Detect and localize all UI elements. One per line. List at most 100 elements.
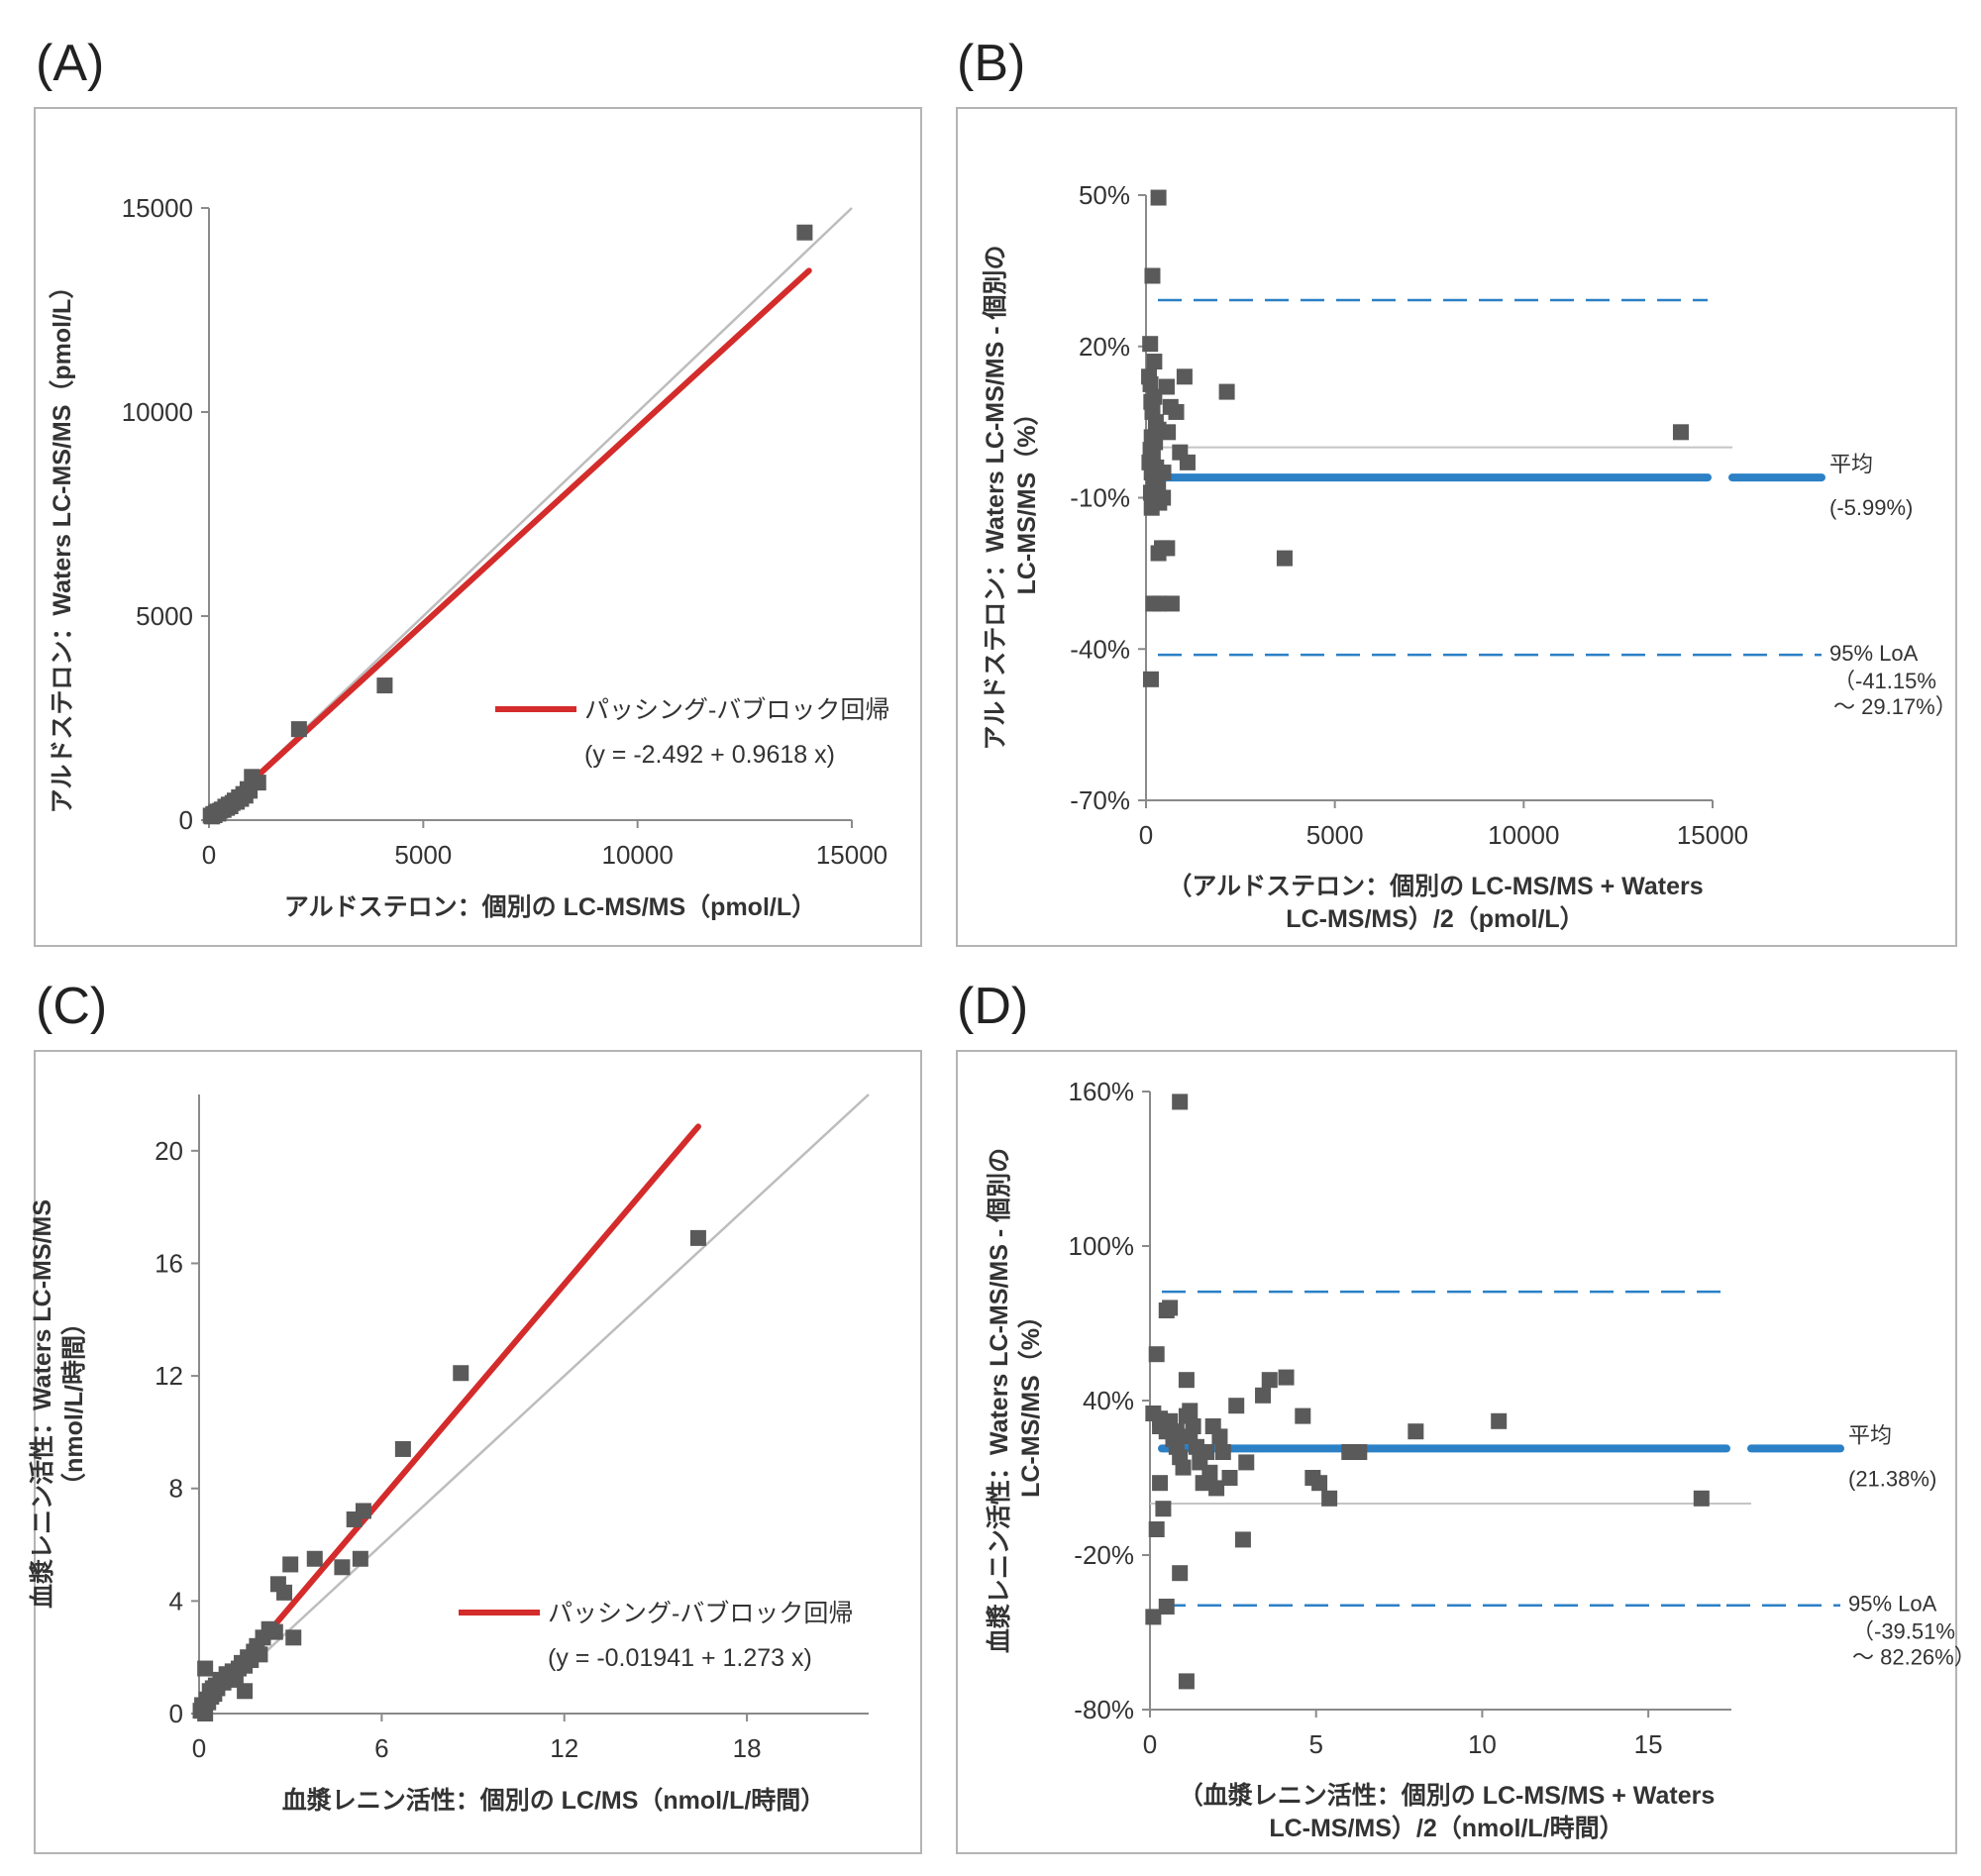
panel-c-x-tick-label: 0 xyxy=(192,1733,206,1763)
panel-c-identity-line xyxy=(198,1094,870,1715)
panel-b-y-tick-label: 20% xyxy=(1079,332,1130,362)
panel-c-data-point xyxy=(282,1556,299,1573)
panel-d-data-point xyxy=(1211,1428,1228,1445)
panel-b-y-tick-label: -40% xyxy=(1070,634,1130,664)
panel-c-x-axis-label: 血漿レニン活性：個別の LC/MS（nmol/L/時間） xyxy=(282,1786,826,1815)
panel-frame-a xyxy=(34,107,922,947)
panel-b-y-tick-label: -10% xyxy=(1070,483,1130,513)
panel-d-data-point xyxy=(1234,1531,1251,1548)
panel-d-x-axis-label-line: LC-MS/MS）/2（nmol/L/時間） xyxy=(1269,1814,1623,1842)
panel-d-data-point xyxy=(1351,1444,1368,1460)
panel-b-data-point xyxy=(1144,267,1161,284)
panel-d-x-axis-label-line: （血漿レニン活性：個別の LC-MS/MS + Waters xyxy=(1179,1781,1715,1810)
panel-d-data-point xyxy=(1491,1412,1508,1429)
panel-letter-c: (C) xyxy=(36,978,108,1035)
panel-c-data-point xyxy=(197,1660,214,1677)
panel-b-x-tick-label: 5000 xyxy=(1306,820,1364,850)
panel-d-data-point xyxy=(1148,1346,1165,1363)
panel-d-data-point xyxy=(1408,1423,1424,1440)
panel-c-y-axis-label-line: 血漿レニン活性：Waters LC-MS/MS xyxy=(29,1199,56,1609)
panel-d-data-point xyxy=(1261,1372,1278,1389)
panel-a-legend-equation: (y = -2.492 + 0.9618 x) xyxy=(584,741,835,769)
panel-d-data-point xyxy=(1162,1300,1179,1316)
panel-d-y-tick-label: 100% xyxy=(1069,1231,1135,1261)
panel-d-data-point xyxy=(1228,1398,1245,1414)
panel-a-y-tick-label: 5000 xyxy=(136,601,193,631)
panel-c-data-point xyxy=(306,1550,323,1567)
panel-b-data-point xyxy=(1158,378,1175,395)
panel-d-y-tick-label: -20% xyxy=(1074,1540,1134,1570)
panel-b-loa-label: 95% LoA xyxy=(1829,641,1919,666)
panel-c-y-tick-label: 20 xyxy=(155,1136,183,1166)
panel-d-data-point xyxy=(1208,1480,1225,1497)
panel-b-data-point xyxy=(1155,489,1172,506)
panel-b-data-point xyxy=(1179,454,1196,470)
panel-c-legend-label: パッシング-バブロック回帰 xyxy=(548,1600,853,1627)
panel-c-data-point xyxy=(252,1646,268,1663)
panel-c-data-point xyxy=(352,1550,368,1567)
panel-b-data-point xyxy=(1142,671,1159,687)
panel-b-data-point xyxy=(1150,189,1167,206)
panel-c-x-tick-label: 12 xyxy=(550,1733,578,1763)
panel-letter-a: (A) xyxy=(36,35,105,92)
panel-d-data-point xyxy=(1172,1565,1189,1582)
panel-a-regression-line xyxy=(249,267,812,784)
panel-letter-d: (D) xyxy=(957,978,1029,1035)
panel-c-data-point xyxy=(237,1683,254,1700)
panel-b-data-point xyxy=(1142,336,1159,353)
panel-d-data-point xyxy=(1278,1369,1295,1386)
panel-d-data-point xyxy=(1148,1521,1165,1537)
panel-b-y-tick-label: -70% xyxy=(1070,785,1130,815)
panel-b-mean-label: 平均 xyxy=(1829,452,1873,476)
panel-d-data-point xyxy=(1178,1372,1195,1389)
panel-b-data-point xyxy=(1160,424,1177,441)
panel-d-data-point xyxy=(1152,1475,1169,1492)
panel-d-data-point xyxy=(1295,1407,1311,1424)
panel-d-x-tick-label: 0 xyxy=(1143,1729,1157,1759)
panel-d-data-point xyxy=(1693,1490,1710,1507)
panel-d-data-point xyxy=(1214,1444,1231,1460)
panel-a-x-tick-label: 10000 xyxy=(602,840,674,870)
panel-b-data-point xyxy=(1218,383,1235,400)
panel-c-data-point xyxy=(285,1629,302,1646)
panel-b-x-axis-label-line: （アルドステロン：個別の LC-MS/MS + Waters xyxy=(1167,872,1703,900)
panel-d-mean-value-label: (21.38%) xyxy=(1848,1466,1936,1491)
panel-a-data-point xyxy=(376,677,393,694)
panel-d-data-point xyxy=(1145,1609,1162,1625)
panel-d-data-point xyxy=(1255,1387,1272,1404)
panel-b-x-tick-label: 0 xyxy=(1139,820,1153,850)
panel-b-data-point xyxy=(1163,595,1180,612)
panel-c-y-tick-label: 12 xyxy=(155,1361,183,1391)
panel-d-data-point xyxy=(1199,1444,1215,1460)
panel-c-data-point xyxy=(276,1584,293,1601)
panel-c-y-tick-label: 8 xyxy=(169,1474,183,1504)
panel-d-y-tick-label: -80% xyxy=(1074,1695,1134,1724)
panel-d-data-point xyxy=(1178,1673,1195,1690)
panel-b-data-point xyxy=(1672,424,1689,441)
panel-c-data-point xyxy=(197,1706,214,1721)
panel-c-y-tick-label: 0 xyxy=(169,1699,183,1728)
panel-b-data-point xyxy=(1142,375,1159,392)
panel-d-data-point xyxy=(1175,1459,1192,1476)
panel-frame-b xyxy=(956,107,1957,947)
panel-d-loa-range-line2: ～ 82.26%） xyxy=(1852,1645,1976,1670)
panel-frame-c xyxy=(34,1050,922,1854)
panel-c-data-point xyxy=(453,1365,469,1382)
panel-d-loa-range-line1: （-39.51% xyxy=(1852,1619,1955,1644)
panel-c-data-point xyxy=(394,1440,411,1457)
panel-letter-b: (B) xyxy=(957,35,1026,92)
panel-c-x-tick-label: 6 xyxy=(374,1733,388,1763)
panel-c-data-point xyxy=(689,1229,706,1246)
panel-d-data-point xyxy=(1185,1418,1201,1434)
panel-c-y-axis-label-line: （nmol/L/時間） xyxy=(59,1310,88,1498)
panel-b-y-axis-label-line: アルドステロン：Waters LC-MS/MS - 個別の xyxy=(982,246,1009,751)
panel-a-data-point xyxy=(290,721,307,738)
panel-d-loa-label: 95% LoA xyxy=(1848,1592,1937,1616)
panel-b-data-point xyxy=(1145,595,1162,612)
panel-d-mean-label: 平均 xyxy=(1848,1422,1892,1447)
panel-d-data-point xyxy=(1172,1094,1189,1110)
panel-d-data-point xyxy=(1158,1599,1175,1615)
panel-a-x-tick-label: 5000 xyxy=(394,840,452,870)
panel-b-x-tick-label: 10000 xyxy=(1488,820,1559,850)
